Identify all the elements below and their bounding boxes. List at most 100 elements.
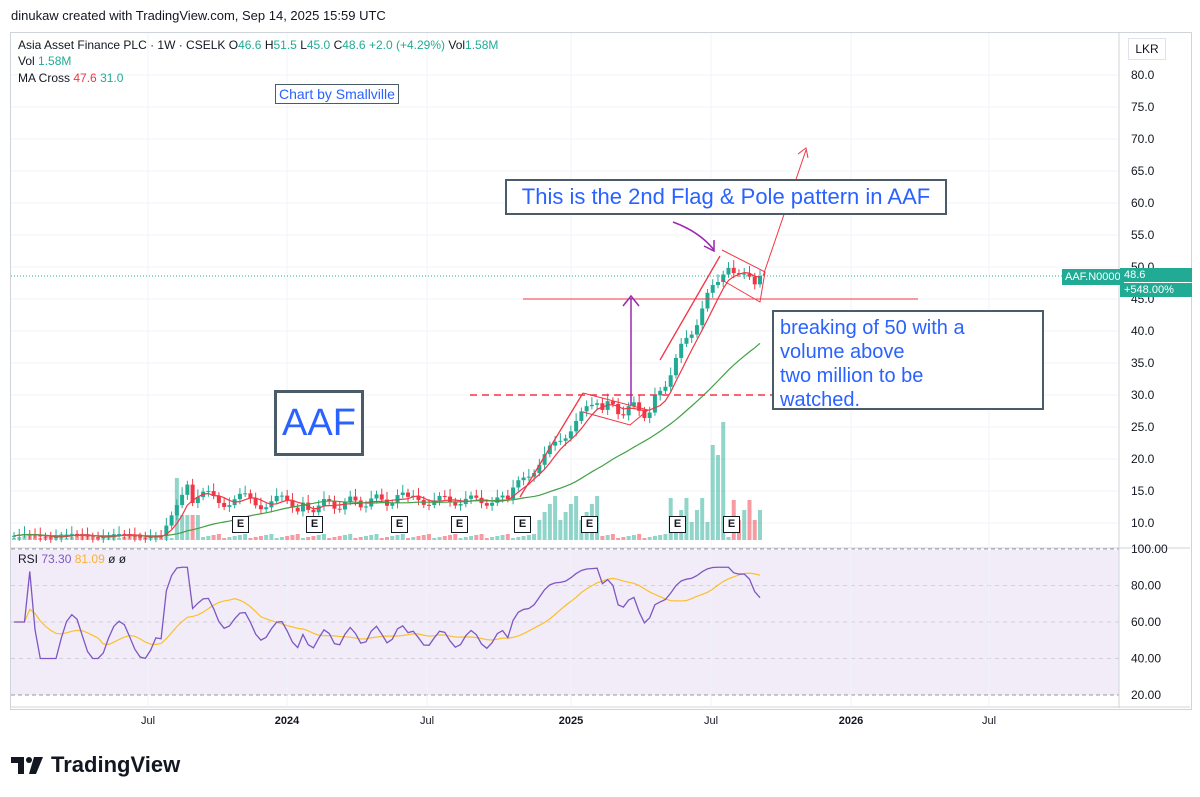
chart-frame: [10, 32, 1192, 710]
volume-bar: [369, 535, 374, 540]
candle-body: [400, 492, 405, 496]
ma-slow-line: [13, 342, 761, 537]
volume-bar: [637, 534, 642, 540]
earnings-marker[interactable]: E: [232, 516, 249, 533]
volume-bar: [227, 537, 232, 540]
candle-body: [285, 495, 290, 501]
legend-rsi-value: 73.30: [41, 552, 72, 566]
legend-rsi-label: RSI: [18, 552, 39, 566]
candle-body: [379, 494, 384, 500]
breakout-line-2: volume above: [780, 341, 905, 363]
flag-pole-note[interactable]: This is the 2nd Flag & Pole pattern in A…: [505, 179, 947, 215]
candle-body: [579, 411, 584, 421]
legend-rsi: RSI 73.30 81.09 ø ø: [18, 552, 126, 566]
volume-bar: [306, 537, 311, 540]
legend-l-label: L: [300, 38, 307, 52]
candle-body: [111, 534, 116, 536]
volume-bar: [353, 538, 358, 540]
volume-bar: [316, 535, 321, 540]
candle-body: [715, 282, 720, 286]
candle-body: [537, 464, 542, 474]
candle-body: [553, 441, 558, 446]
price-tick-label: 25.0: [1131, 420, 1155, 434]
candle-body: [505, 495, 510, 500]
rsi-ma-line: [14, 572, 761, 646]
candle-body: [143, 537, 148, 539]
candle-body: [300, 502, 305, 512]
candle-body: [321, 499, 326, 506]
currency-button[interactable]: LKR: [1128, 38, 1166, 60]
candle-body: [747, 273, 752, 277]
ticker-label[interactable]: AAF: [274, 390, 364, 456]
candle-body: [563, 438, 568, 441]
volume-bar: [185, 515, 190, 540]
chart-by-label[interactable]: Chart by Smallville: [275, 84, 399, 104]
candle-body: [311, 509, 316, 513]
candle-body: [43, 536, 48, 538]
earnings-marker[interactable]: E: [514, 516, 531, 533]
volume-bar: [248, 538, 253, 540]
price-tick-label: 70.0: [1131, 132, 1155, 146]
price-tick-label: 65.0: [1131, 164, 1155, 178]
symbol-price-tag: AAF.N0000: [1062, 269, 1124, 285]
candle-body: [516, 480, 521, 488]
candle-body: [258, 505, 263, 510]
volume-bar: [432, 538, 437, 540]
price-tick-label: 75.0: [1131, 100, 1155, 114]
breakout-line-3: two million to be: [780, 365, 924, 387]
earnings-marker[interactable]: E: [581, 516, 598, 533]
candle-body: [117, 533, 122, 535]
candle-body: [663, 386, 668, 391]
candle-body: [610, 401, 615, 404]
candle-body: [169, 515, 174, 526]
tradingview-logo[interactable]: TradingView: [11, 752, 180, 778]
candle-body: [69, 533, 74, 535]
earnings-marker[interactable]: E: [306, 516, 323, 533]
volume-bar: [416, 536, 421, 540]
candle-body: [90, 536, 95, 538]
candle-body: [437, 495, 442, 501]
rsi-line: [14, 566, 761, 660]
volume-bar: [358, 537, 363, 540]
volume-bar: [311, 536, 316, 540]
volume-bar: [258, 536, 263, 540]
candle-body: [75, 533, 80, 535]
earnings-marker[interactable]: E: [723, 516, 740, 533]
breakout-line-4: watched.: [780, 389, 861, 411]
breakout-note[interactable]: breaking of 50 with a volume above two m…: [772, 310, 1044, 411]
earnings-marker[interactable]: E: [451, 516, 468, 533]
earnings-marker[interactable]: E: [669, 516, 686, 533]
candle-body: [185, 484, 190, 495]
legend-open: 46.6: [238, 38, 262, 52]
volume-bar: [752, 520, 757, 540]
candle-body: [616, 403, 621, 415]
candle-body: [122, 533, 127, 535]
volume-bar: [505, 534, 510, 540]
volume-bar: [568, 504, 573, 540]
candle-body: [363, 506, 368, 508]
earnings-marker[interactable]: E: [391, 516, 408, 533]
candle-body: [689, 334, 694, 338]
candle-body: [427, 504, 432, 506]
candle-body: [621, 414, 626, 416]
volume-bar: [553, 496, 558, 540]
candle-body: [547, 445, 552, 455]
ma-lines: [13, 272, 761, 538]
volume-bar: [406, 538, 411, 540]
volume-bar: [605, 535, 610, 540]
volume-bar: [201, 537, 206, 540]
volume-bar: [726, 537, 731, 540]
volume-bar: [616, 538, 621, 540]
volume-bar: [332, 537, 337, 540]
candle-body: [694, 325, 699, 335]
candle-body: [511, 487, 516, 500]
change-tag: +548.00%: [1120, 283, 1192, 297]
time-tick-label: Jul: [141, 715, 155, 727]
candle-body: [248, 493, 253, 499]
candle-body: [274, 495, 279, 502]
volume-bar: [400, 534, 405, 540]
legend-rsi-extra2: ø: [118, 552, 127, 566]
candle-body: [12, 535, 16, 537]
candle-body: [595, 403, 600, 405]
